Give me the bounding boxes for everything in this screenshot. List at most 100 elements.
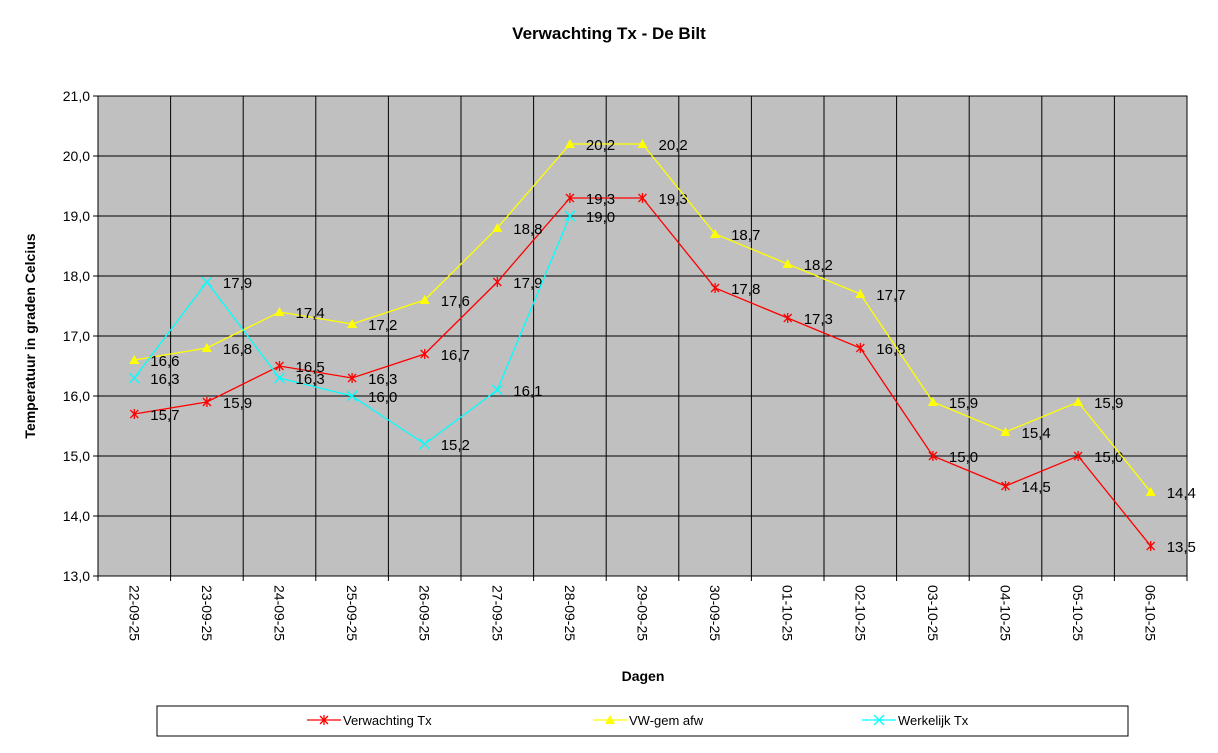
data-label: 17,8 <box>731 281 760 298</box>
asterisk-marker <box>275 361 284 371</box>
y-tick-label: 14,0 <box>63 508 90 524</box>
x-tick-label: 02-10-25 <box>852 585 868 641</box>
asterisk-marker <box>638 193 647 203</box>
data-label: 15,0 <box>949 449 978 466</box>
x-tick-label: 01-10-25 <box>780 585 796 641</box>
marker-shape <box>605 715 615 724</box>
y-tick-label: 21,0 <box>63 88 90 104</box>
triangle-marker <box>347 319 358 328</box>
marker-shape <box>782 259 793 268</box>
data-label: 19,3 <box>659 191 688 208</box>
marker-shape <box>347 319 358 328</box>
series-vw-gem-afw: 16,6 16,8 17,4 17,2 17,6 18,8 20,2 20,2 18,7 18,2… <box>129 137 1196 502</box>
asterisk-marker <box>710 283 720 293</box>
data-label: 15,9 <box>223 395 252 412</box>
marker-shape <box>564 139 575 148</box>
x-tick-label: 04-10-25 <box>998 585 1014 641</box>
data-label: 16,6 <box>150 353 179 370</box>
legend-item: Verwachting Tx <box>307 713 432 728</box>
y-tick-label: 15,0 <box>63 448 90 464</box>
marker-shape <box>927 397 938 406</box>
data-label: 17,9 <box>223 275 252 292</box>
marker-shape <box>419 295 430 304</box>
data-label: 16,8 <box>223 341 252 358</box>
data-label: 16,1 <box>513 383 542 400</box>
chart-title: Verwachting Tx - De Bilt <box>512 24 706 43</box>
y-axis-label: Temperatuur in graden Celcius <box>22 233 38 438</box>
data-label: 18,2 <box>804 257 833 274</box>
data-label: 13,5 <box>1167 539 1196 556</box>
x-axis-label: Dagen <box>622 668 665 684</box>
triangle-marker <box>1145 487 1156 496</box>
data-label: 16,3 <box>368 371 397 388</box>
marker-shape <box>274 307 285 316</box>
legend-items: Verwachting Tx VW-gem afw Werkelijk Tx <box>307 713 969 728</box>
series-verwachting-tx: 15,715,916,516,316,717,919,3 19,317,817,3… <box>129 191 1196 556</box>
asterisk-marker <box>319 715 329 725</box>
triangle-marker <box>1000 427 1011 436</box>
marker-shape <box>637 139 648 148</box>
x-marker <box>419 438 431 450</box>
y-tick-label: 19,0 <box>63 208 90 224</box>
asterisk-marker <box>202 397 212 407</box>
y-tick-label: 17,0 <box>63 328 90 344</box>
x-tick-label: 05-10-25 <box>1070 585 1086 641</box>
data-label: 17,2 <box>368 317 397 334</box>
triangle-marker <box>419 295 430 304</box>
marker-stroke <box>419 438 431 450</box>
asterisk-marker <box>1146 541 1156 551</box>
y-tick-label: 18,0 <box>63 268 90 284</box>
x-marker <box>346 390 358 402</box>
marker-stroke <box>274 372 285 384</box>
x-tick-label: 29-09-25 <box>635 585 651 641</box>
asterisk-marker <box>928 451 938 461</box>
data-label: 17,3 <box>804 311 833 328</box>
data-label: 20,2 <box>659 137 688 154</box>
data-label: 16,0 <box>368 389 397 406</box>
asterisk-marker <box>855 343 865 353</box>
asterisk-marker <box>565 193 575 203</box>
asterisk-marker <box>1001 481 1010 491</box>
triangle-marker <box>564 139 575 148</box>
data-label: 16,5 <box>296 359 325 376</box>
data-label: 15,4 <box>1022 425 1051 442</box>
marker-shape <box>492 223 503 232</box>
triangle-marker <box>492 223 503 232</box>
x-tick-label: 27-09-25 <box>489 585 505 641</box>
marker-shape <box>1000 427 1011 436</box>
data-label: 14,5 <box>1022 479 1051 496</box>
data-label: 15,0 <box>1094 449 1123 466</box>
x-marker <box>491 384 503 396</box>
data-label: 17,6 <box>441 293 470 310</box>
data-label: 16,3 <box>150 371 179 388</box>
asterisk-marker <box>1073 451 1083 461</box>
x-tick-label: 30-09-25 <box>707 585 723 641</box>
x-axis-ticks: 22-09-25 23-09-25 24-09-25 25-09-25 26-09-25… <box>126 585 1158 641</box>
x-tick-label: 28-09-25 <box>562 585 578 641</box>
data-label: 15,9 <box>1094 395 1123 412</box>
data-label: 15,9 <box>949 395 978 412</box>
legend-item: Werkelijk Tx <box>862 713 969 728</box>
marker-stroke <box>564 210 576 222</box>
data-label: 18,8 <box>513 221 542 238</box>
marker-stroke <box>346 390 358 402</box>
asterisk-marker <box>420 349 430 359</box>
data-label: 16,8 <box>876 341 905 358</box>
triangle-marker <box>201 343 212 352</box>
data-label: 16,3 <box>296 371 325 388</box>
data-label: 15,7 <box>150 407 179 424</box>
marker-shape <box>201 343 212 352</box>
data-label: 19,3 <box>586 191 615 208</box>
marker-shape <box>710 229 721 238</box>
marker-shape <box>1145 487 1156 496</box>
marker-stroke <box>201 276 213 288</box>
x-tick-label: 03-10-25 <box>925 585 941 641</box>
data-label: 14,4 <box>1167 485 1196 502</box>
asterisk-marker <box>783 313 793 323</box>
legend-label: Verwachting Tx <box>343 713 432 728</box>
series-werkelijk-tx: 16,317,916,316,015,216,119,0 <box>128 209 615 454</box>
marker-stroke <box>128 372 140 384</box>
y-tick-label: 20,0 <box>63 148 90 164</box>
legend-label: Werkelijk Tx <box>898 713 969 728</box>
